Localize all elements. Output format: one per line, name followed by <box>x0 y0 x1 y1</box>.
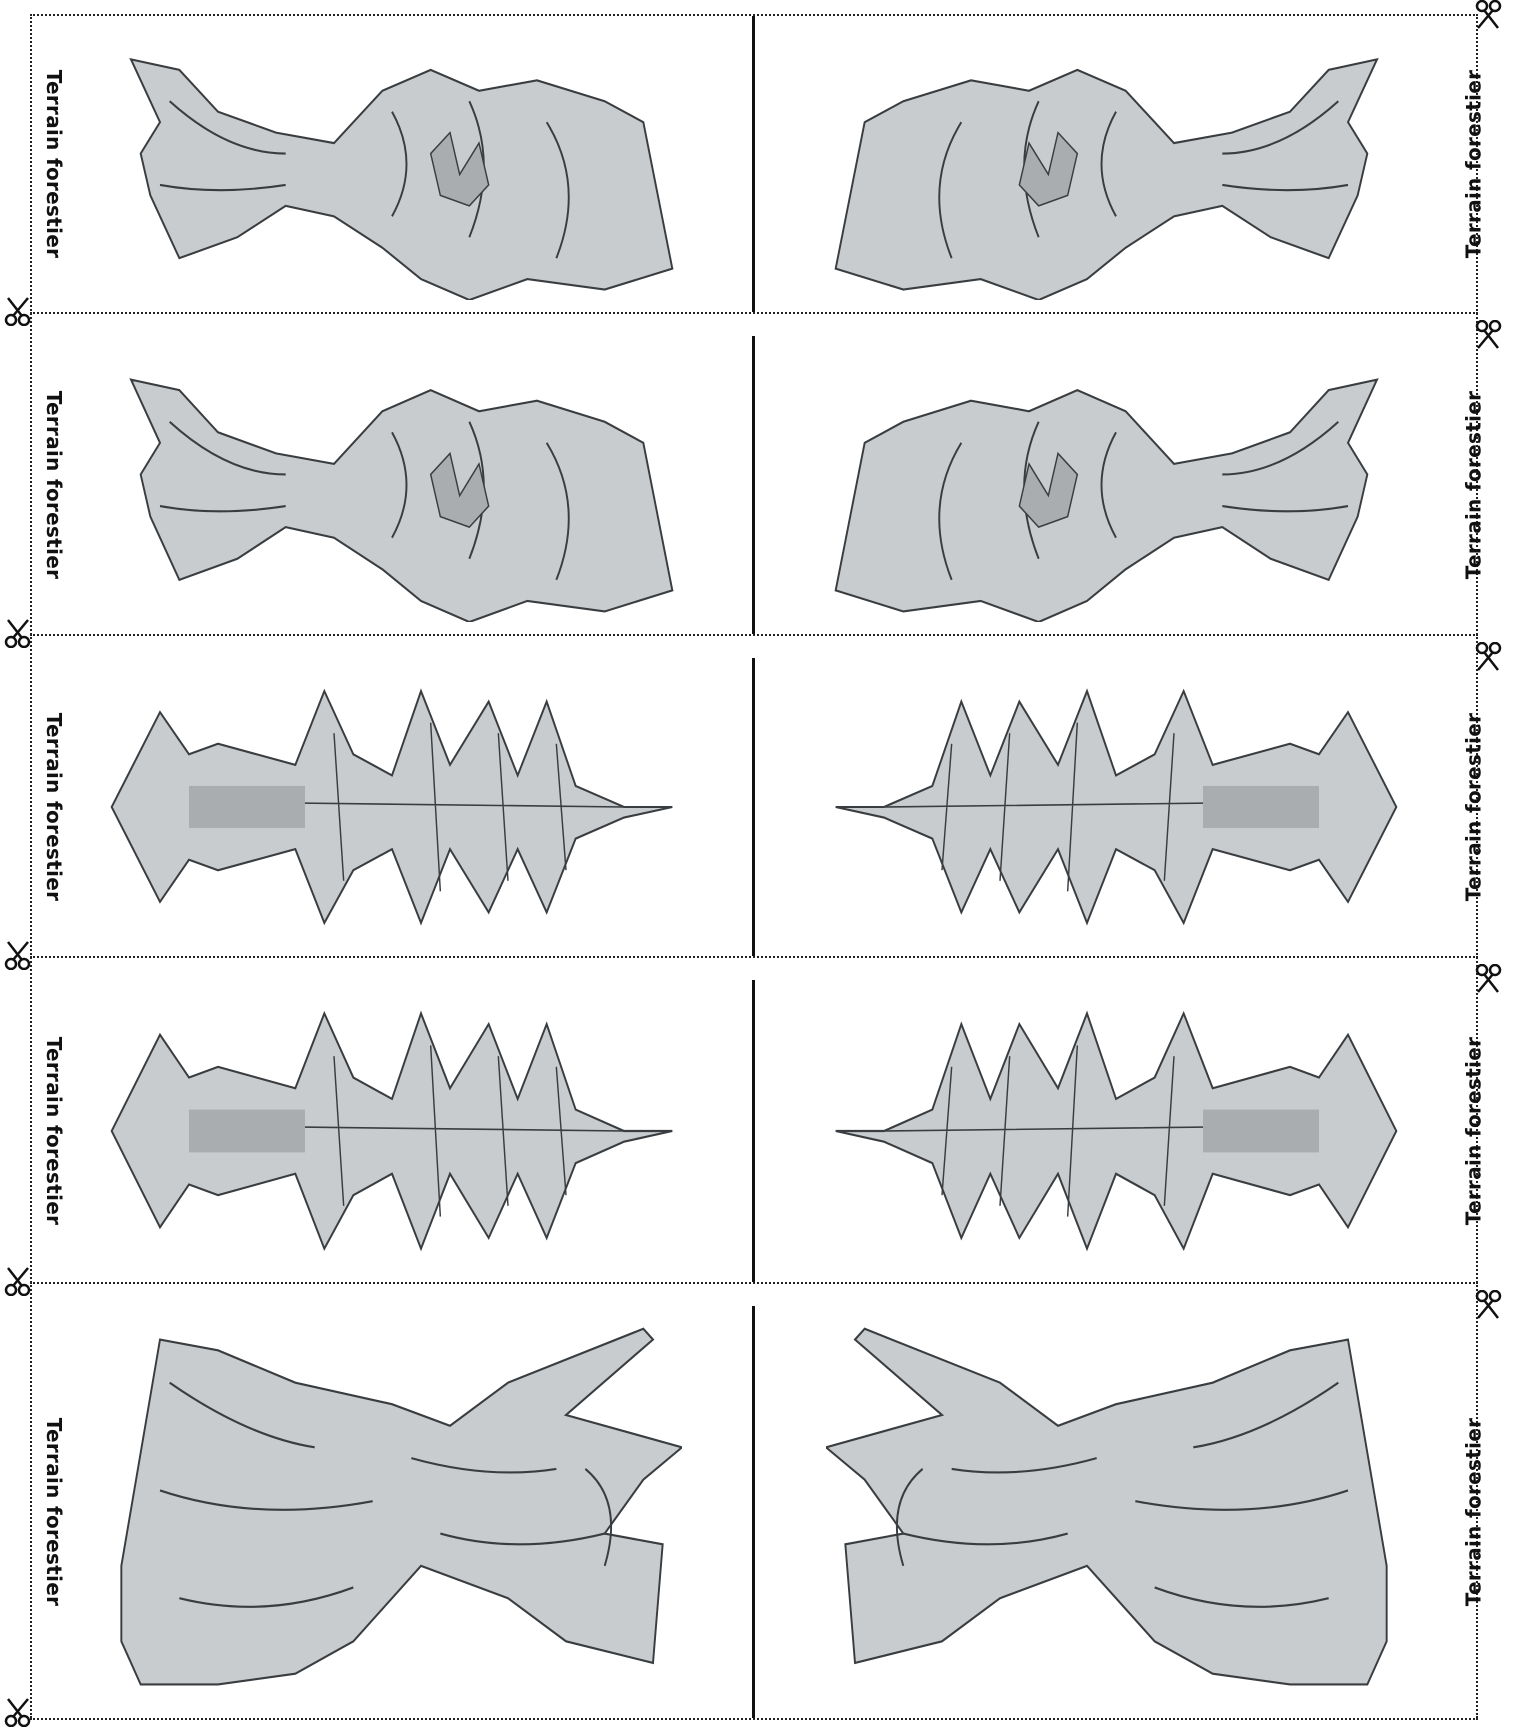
cut-line <box>30 1718 1478 1720</box>
cut-line <box>30 312 1478 314</box>
card-label: Terrain forestier <box>42 1417 66 1607</box>
conifer-tree-art <box>826 992 1406 1270</box>
card-label: Terrain forestier <box>42 712 66 902</box>
scissors-icon <box>4 940 34 970</box>
broadleaf-tree-art <box>102 348 682 622</box>
conifer-tree-art <box>102 670 682 944</box>
scissors-icon <box>1472 642 1502 672</box>
card-back: Terrain forestier <box>756 336 1486 634</box>
card-label: Terrain forestier <box>42 1036 66 1226</box>
card-label: Terrain forestier <box>1462 1036 1486 1226</box>
card-front: Terrain forestier <box>32 16 752 312</box>
cut-line <box>1476 14 1478 1718</box>
fold-line <box>752 980 755 1282</box>
card-row: Terrain forestier Terrain forestier <box>32 336 1486 634</box>
scissors-icon <box>1472 964 1502 994</box>
cut-line <box>30 14 1478 16</box>
card-row: Terrain forestier Terrain forestier <box>32 658 1486 956</box>
card-label: Terrain forestier <box>42 69 66 259</box>
scissors-icon <box>1472 0 1502 30</box>
scissors-icon <box>4 1697 34 1727</box>
card-label: Terrain forestier <box>1462 390 1486 580</box>
card-row: Terrain forestier Terrain forestier <box>32 980 1486 1282</box>
scissors-icon <box>4 618 34 648</box>
card-back: Terrain forestier <box>756 16 1486 312</box>
fallen-trunk-art <box>826 1318 1406 1706</box>
cut-line <box>30 634 1478 636</box>
cut-line <box>30 1282 1478 1284</box>
fold-line <box>752 336 755 634</box>
card-label: Terrain forestier <box>42 390 66 580</box>
broadleaf-tree-art <box>826 348 1406 622</box>
conifer-tree-art <box>102 992 682 1270</box>
scissors-icon <box>1472 1290 1502 1320</box>
card-back: Terrain forestier <box>756 1306 1486 1718</box>
card-label: Terrain forestier <box>1462 1417 1486 1607</box>
scissors-icon <box>4 1266 34 1296</box>
card-back: Terrain forestier <box>756 980 1486 1282</box>
card-row: Terrain forestier Terrain forestier <box>32 1306 1486 1718</box>
card-front: Terrain forestier <box>32 336 752 634</box>
fallen-trunk-art <box>102 1318 682 1706</box>
card-row: Terrain forestier Terrain forestier <box>32 16 1486 312</box>
scissors-icon <box>1472 320 1502 350</box>
conifer-tree-art <box>826 670 1406 944</box>
fold-line <box>752 16 755 312</box>
card-front: Terrain forestier <box>32 1306 752 1718</box>
cut-line <box>30 956 1478 958</box>
card-front: Terrain forestier <box>32 980 752 1282</box>
card-label: Terrain forestier <box>1462 712 1486 902</box>
broadleaf-tree-art <box>826 28 1406 300</box>
cut-line <box>30 14 32 1718</box>
card-label: Terrain forestier <box>1462 69 1486 259</box>
card-front: Terrain forestier <box>32 658 752 956</box>
fold-line <box>752 658 755 956</box>
scissors-icon <box>4 296 34 326</box>
card-back: Terrain forestier <box>756 658 1486 956</box>
fold-line <box>752 1306 755 1718</box>
broadleaf-tree-art <box>102 28 682 300</box>
